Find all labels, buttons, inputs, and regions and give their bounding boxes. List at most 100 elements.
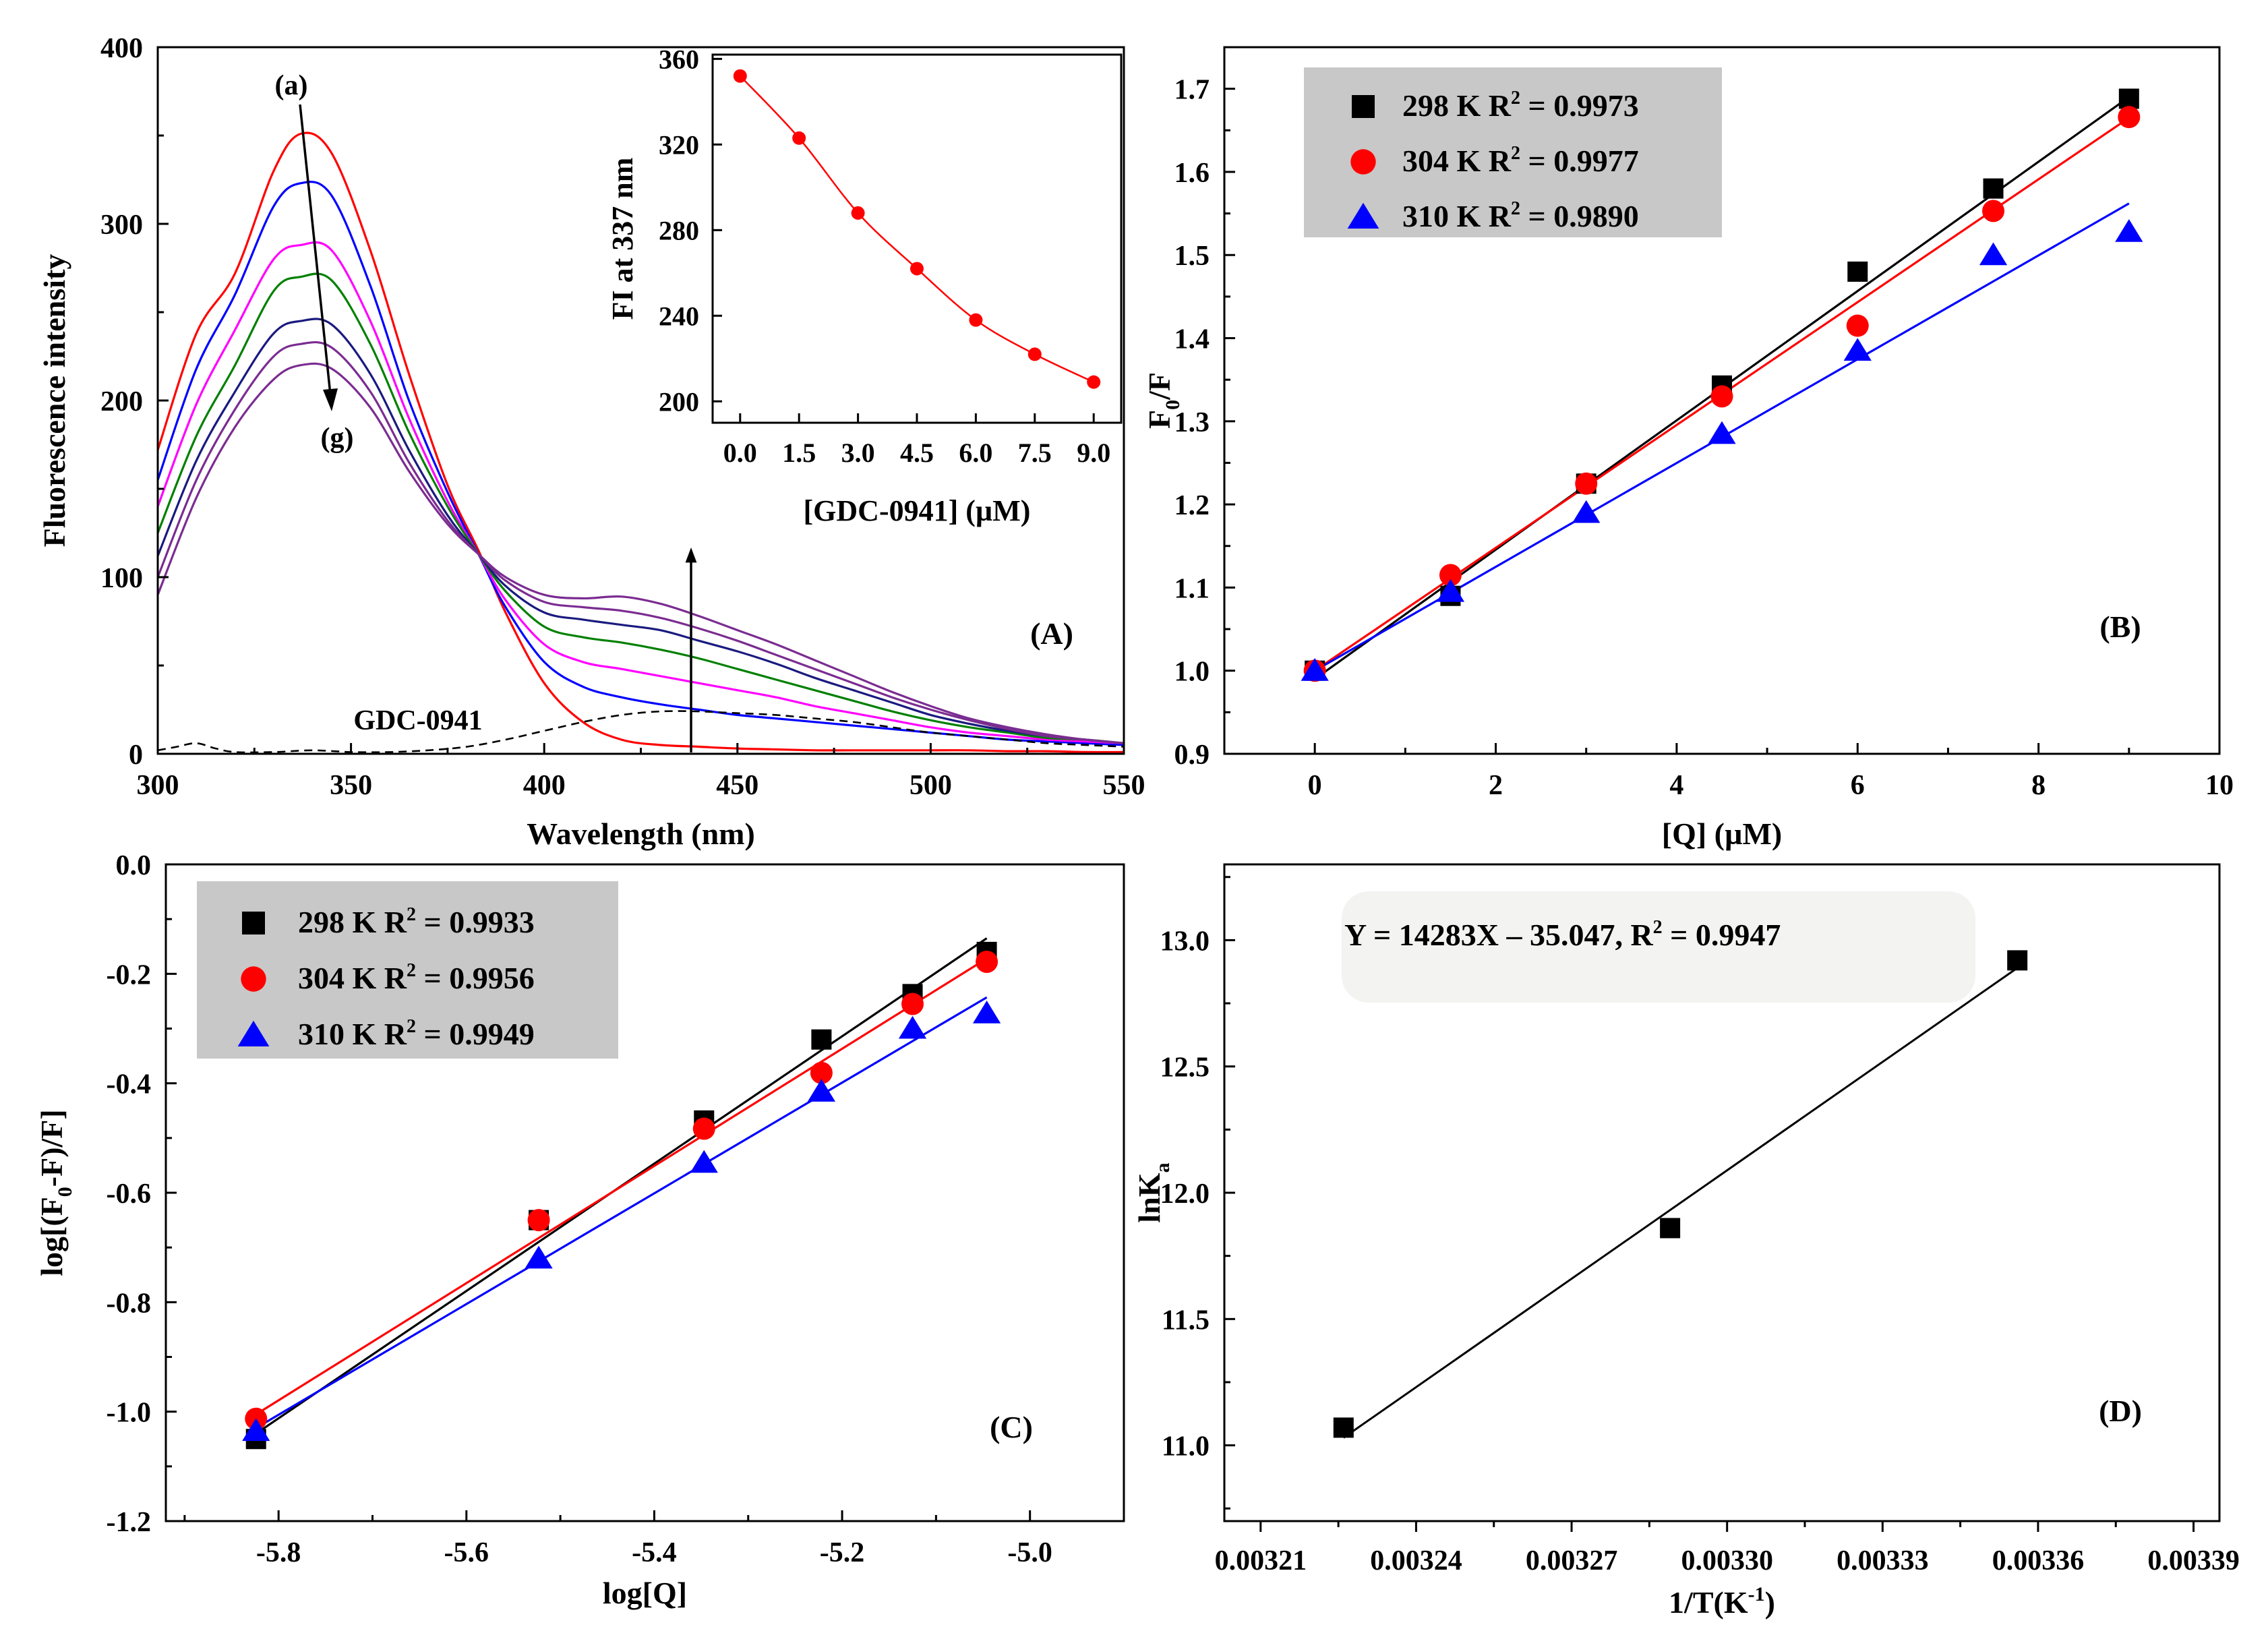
legend-marker-310-K xyxy=(237,1020,270,1046)
quench-arrow-head xyxy=(323,388,338,411)
panel-c: -5.8 -5.6 -5.4 -5.2 -5.0 -1.2 -1.0 -0.8 -0.6 -0.4… xyxy=(34,850,1125,1610)
inset-point xyxy=(792,131,806,145)
inset-x-tick-label: 4.5 xyxy=(900,438,934,468)
annotation-start: (a) xyxy=(275,70,308,101)
inset-point xyxy=(851,206,865,220)
y-axis-title: lnKa xyxy=(1132,1162,1174,1222)
panel-label: (C) xyxy=(990,1410,1033,1444)
x-tick-label: 0.00321 xyxy=(1215,1545,1307,1576)
fit-line xyxy=(1342,967,2019,1439)
y-tick-label: 100 xyxy=(100,563,143,594)
y-axis-title: Fluorescence intensity xyxy=(37,254,71,547)
panel-B-frame xyxy=(1223,46,2221,755)
data-point-310-K xyxy=(1843,338,1872,361)
spectrum-curve-e xyxy=(156,318,1125,744)
legend-marker-298-K xyxy=(1352,95,1375,118)
increase-arrow-head xyxy=(685,547,697,563)
inset-y-tick-label: 320 xyxy=(659,129,699,160)
inset-point xyxy=(910,262,924,276)
panel-d: 0.00321 0.00324 0.00327 0.00330 0.00333 0.003… xyxy=(1132,863,2240,1620)
y-tick-label: 1.4 xyxy=(1174,324,1210,355)
data-point-310-K xyxy=(898,1015,927,1039)
y-tick-label: -0.4 xyxy=(107,1069,152,1100)
x-tick-label: 400 xyxy=(523,770,566,801)
data-point-310-K xyxy=(1979,242,2008,266)
x-tick-label: 2 xyxy=(1489,770,1503,801)
data-point-310-K xyxy=(525,1245,553,1269)
x-axis-title: Wavelength (nm) xyxy=(527,817,755,851)
panel-b: 0 2 4 6 8 10 0.9 1.0 1.1 1.2 1.3 1.4 1.5 1.6 1.7 298 K … xyxy=(1142,46,2234,851)
legend-label-304-K: 304 K R2 = 0.9956 xyxy=(298,960,535,995)
inset-point xyxy=(1087,375,1101,389)
inset-x-axis-title: [GDC-0941] (µM) xyxy=(804,494,1031,527)
spectrum-curve-d xyxy=(156,272,1125,744)
y-tick-label: 0.9 xyxy=(1174,740,1210,771)
x-tick-label: 300 xyxy=(137,770,179,801)
data-point-310-K xyxy=(2115,218,2143,242)
inset-x-tick-label: 9.0 xyxy=(1077,438,1110,468)
fit-line-310-K xyxy=(255,996,988,1429)
x-tick-label: 8 xyxy=(2031,770,2046,801)
data-point xyxy=(1660,1218,1681,1239)
y-tick-label: -0.6 xyxy=(107,1179,152,1210)
annotation-end: (g) xyxy=(321,423,354,454)
y-tick-label: 400 xyxy=(100,33,143,64)
x-axis-title: log[Q] xyxy=(603,1576,687,1610)
y-tick-label: 12.0 xyxy=(1160,1179,1210,1210)
inset-point xyxy=(969,313,983,327)
inset-x-tick-label: 7.5 xyxy=(1018,438,1052,468)
equation-backdrop xyxy=(1342,891,1975,1003)
y-tick-label: -0.8 xyxy=(107,1288,152,1319)
y-tick-label: 1.7 xyxy=(1174,75,1210,106)
data-point-304-K xyxy=(2118,106,2141,129)
inset-y-axis-title: FI at 337 nm xyxy=(606,158,639,320)
y-tick-label: 1.1 xyxy=(1174,573,1210,604)
spectrum-curve-b xyxy=(156,181,1125,746)
legend-label-310-K: 310 K R2 = 0.9949 xyxy=(298,1016,535,1051)
x-tick-label: 0.00336 xyxy=(1992,1545,2085,1576)
y-tick-label: -1.2 xyxy=(107,1507,152,1538)
spectrum-curve-f xyxy=(156,340,1125,744)
x-tick-label: 550 xyxy=(1103,770,1145,801)
y-tick-label: -1.0 xyxy=(107,1398,152,1429)
data-point-298-K xyxy=(1847,261,1868,282)
y-tick-label: 1.2 xyxy=(1174,490,1210,521)
legend-marker-304-K xyxy=(241,966,266,992)
inset-point xyxy=(1027,347,1042,361)
panel-label: (B) xyxy=(2099,610,2141,644)
gdc-0941-label: GDC-0941 xyxy=(353,705,482,736)
x-tick-label: -5.8 xyxy=(256,1537,301,1568)
inset-frame xyxy=(711,53,1123,424)
x-tick-label: 0.00330 xyxy=(1681,1545,1773,1576)
y-tick-label: 1.3 xyxy=(1174,407,1210,438)
inset-point xyxy=(733,69,747,83)
x-tick-label: -5.6 xyxy=(444,1537,489,1568)
legend-label-298-K: 298 K R2 = 0.9933 xyxy=(298,904,535,939)
data-point xyxy=(2007,950,2028,971)
data-point-310-K xyxy=(1436,579,1465,602)
spectrum-curve-g xyxy=(156,362,1125,744)
x-tick-label: 0.00339 xyxy=(2147,1545,2240,1576)
data-point-304-K xyxy=(901,992,924,1015)
y-axis-title: log[(F0-F)/F] xyxy=(34,1109,76,1276)
x-axis-title: 1/T(K-1) xyxy=(1669,1583,1775,1620)
x-tick-label: 0 xyxy=(1308,770,1322,801)
y-tick-label: 11.0 xyxy=(1162,1431,1210,1462)
y-tick-label: 1.0 xyxy=(1174,657,1210,688)
spectrum-curve-c xyxy=(156,241,1125,744)
data-point-310-K xyxy=(1301,657,1329,681)
data-point-298-K xyxy=(811,1029,832,1050)
legend-label-310-K: 310 K R2 = 0.9890 xyxy=(1402,198,1639,233)
x-tick-label: 450 xyxy=(716,770,758,801)
fit-line-304-K xyxy=(255,957,988,1416)
data-point-298-K xyxy=(2118,88,2139,109)
y-tick-label: 300 xyxy=(100,210,143,241)
x-tick-label: 0.00333 xyxy=(1837,1545,1929,1576)
y-tick-label: -0.2 xyxy=(107,959,152,990)
inset-y-tick-label: 200 xyxy=(659,386,699,417)
x-tick-label: 0.00324 xyxy=(1370,1545,1462,1576)
legend-marker-310-K xyxy=(1347,202,1379,229)
inset-x-tick-label: 1.5 xyxy=(782,438,816,468)
y-tick-label: 1.6 xyxy=(1174,158,1210,189)
